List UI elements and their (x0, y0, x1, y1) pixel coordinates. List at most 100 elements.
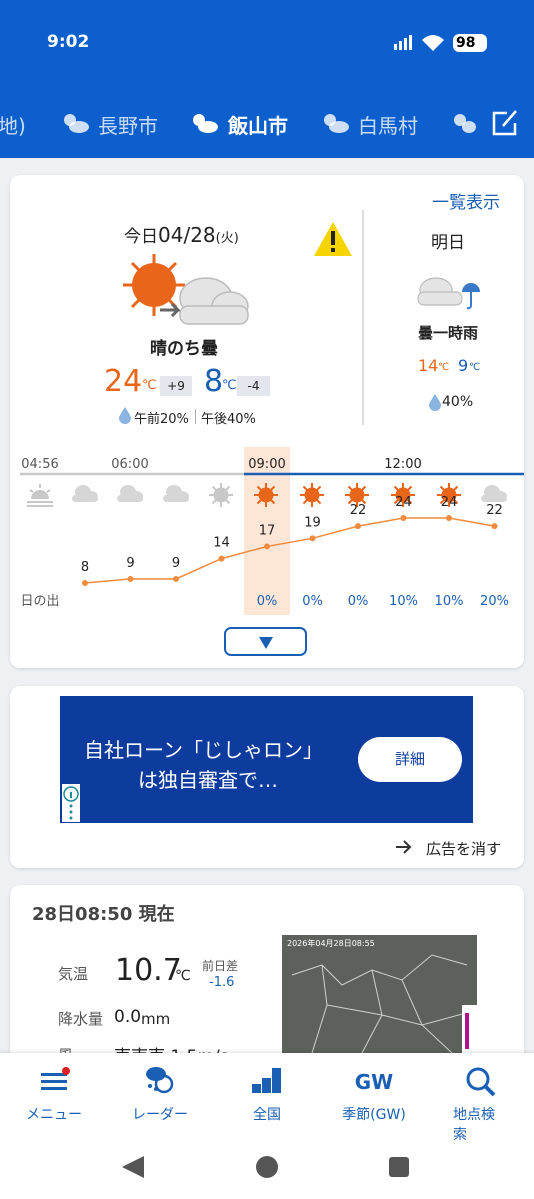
today-low-diff: -4 (237, 376, 270, 396)
temp-label: 24 (441, 495, 458, 510)
tab-selected[interactable]: 飯山市 (228, 114, 288, 138)
temp-label: 24 (395, 495, 412, 510)
today-weather: 晴のち曇 (150, 339, 218, 359)
temp-point (491, 523, 498, 530)
tomorrow-label: 明日 (431, 233, 465, 253)
temp-point (264, 543, 270, 550)
hide-ad-arrow (396, 840, 412, 854)
weather-icon (208, 482, 234, 508)
nav-item[interactable]: 地点検索 (453, 1107, 495, 1143)
time-label: 09:00 (248, 457, 285, 472)
temp-label: 8 (81, 560, 89, 575)
temp-label: 19 (304, 515, 321, 530)
time-label: 12:00 (384, 457, 421, 472)
nav-item[interactable]: 全国 (253, 1107, 281, 1123)
sunrise-label: 日の出 (20, 594, 59, 609)
current-label: 降水量 (58, 1010, 104, 1028)
temp-point (400, 515, 407, 521)
tomorrow-rain: 40% (442, 394, 474, 410)
hourly-chart: 04:56 06:00 09:00 12:00 日の出 8 9 9 14 17 19 22 2… (20, 447, 524, 615)
tomorrow-icon (417, 277, 480, 310)
today-icons (123, 222, 352, 325)
weather-icon (163, 485, 189, 502)
weather-icon (72, 485, 98, 502)
status-time: 9:02 (47, 32, 90, 52)
weather-icon (117, 485, 143, 502)
ad-line: は独自審査で… (138, 768, 278, 792)
rain-separator (195, 409, 196, 424)
precip-label: 10% (389, 594, 418, 609)
tab-icons (64, 110, 517, 136)
today-low-unit: ℃ (222, 378, 237, 393)
nav-icon-text: GW (355, 1070, 393, 1094)
battery-level: 98 (456, 35, 476, 51)
today-low: 8 (204, 364, 224, 399)
radar-map[interactable]: 2026年04月28日08:55 (282, 935, 477, 1053)
temp-label: 9 (126, 556, 134, 571)
current-label: 気温 (58, 965, 89, 983)
current-precip: 0.0 (114, 1007, 142, 1027)
tab[interactable]: 地) (0, 114, 26, 138)
tomorrow-high: 14 (418, 356, 439, 375)
expand-arrow (259, 637, 273, 649)
temp-label: 9 (172, 556, 180, 571)
temp-label: 22 (350, 503, 367, 518)
ad-button[interactable]: 詳細 (358, 737, 462, 782)
time-label: 04:56 (21, 457, 58, 472)
temp-point (127, 575, 134, 582)
precip-label: 0% (302, 594, 323, 609)
today-rain-am: 午前20% (134, 412, 189, 427)
temp-label: 22 (486, 503, 503, 518)
precip-label: 20% (480, 594, 509, 609)
header (0, 0, 534, 158)
ad-line: 自社ローン「じしゃロン」 (84, 738, 323, 762)
drop-icon (429, 394, 441, 411)
current-temp: 10.7 (115, 953, 182, 988)
system-buttons[interactable] (0, 1150, 534, 1186)
tomorrow-weather: 曇一時雨 (418, 324, 479, 342)
current-diff: -1.6 (209, 975, 235, 990)
temp-label: 17 (259, 523, 276, 538)
temp-label: 14 (213, 536, 230, 551)
temp-point (173, 575, 179, 582)
ad-info[interactable] (62, 784, 80, 822)
tab[interactable]: 白馬村 (358, 114, 418, 138)
nav-item[interactable]: レーダー (132, 1107, 188, 1123)
weather-icon (299, 482, 325, 508)
nav-item[interactable]: メニュー (26, 1107, 82, 1123)
today-high: 24 (104, 364, 143, 399)
today-weekday: (火) (215, 231, 239, 246)
current-title: 28日08:50 現在 (32, 904, 175, 925)
today-header: 今日04/28(火) (124, 222, 239, 247)
precip-label: 0% (257, 594, 278, 609)
temp-line (84, 517, 495, 584)
current-label: 前日差 (202, 959, 239, 973)
weather-icon (253, 482, 279, 508)
today-label: 今日 (124, 227, 158, 247)
radar-time: 2026年04月28日08:55 (287, 938, 375, 948)
today-high-diff: +9 (160, 376, 192, 396)
tomorrow-high-unit: ℃ (438, 362, 450, 373)
precip-label: 0% (348, 594, 369, 609)
tomorrow-low-unit: ℃ (469, 362, 481, 373)
temp-point (309, 535, 316, 542)
precip-label: 10% (435, 594, 464, 609)
nav-item[interactable]: 季節(GW) (342, 1107, 406, 1123)
divider (362, 210, 364, 425)
list-link[interactable]: 一覧表示 (432, 193, 500, 213)
weather-icon (481, 485, 507, 502)
today-rain-pm: 午後40% (201, 412, 256, 427)
temp-point (446, 515, 452, 521)
current-temp-unit: ℃ (175, 968, 191, 984)
temp-point (82, 580, 88, 586)
today-high-unit: ℃ (142, 378, 157, 393)
drop-icon (119, 407, 131, 424)
today-date: 04/28 (158, 223, 216, 247)
current-precip-unit: mm (141, 1010, 171, 1028)
temp-point (218, 555, 225, 562)
expand-button[interactable] (224, 627, 307, 656)
tab[interactable]: 長野市 (98, 114, 158, 138)
hide-ad[interactable]: 広告を消す (426, 840, 502, 858)
time-label: 06:00 (111, 457, 148, 472)
